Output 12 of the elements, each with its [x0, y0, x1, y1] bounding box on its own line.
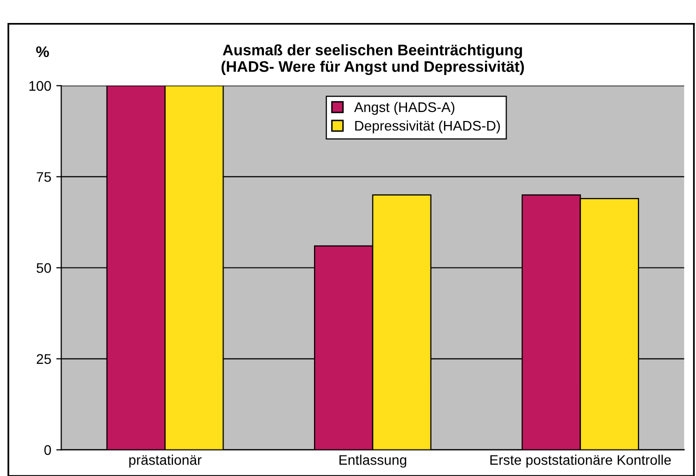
x-tick-label: Entlassung	[339, 454, 406, 468]
y-tick-label: 0	[44, 445, 51, 455]
chart-title: Ausmaß der seelischen Beeinträchtigung (HADS- Were für Angst und Depressivität)	[222, 44, 524, 76]
legend-label: Depressivität (HADS-D)	[355, 120, 500, 134]
y-tick-label: 25	[36, 354, 51, 364]
y-tick-label: 75	[36, 172, 51, 182]
y-axis-title: %	[36, 46, 49, 58]
y-tick-label: 50	[36, 263, 51, 273]
legend-label: Angst (HADS-A)	[354, 102, 454, 115]
x-tick-label: prästationär	[129, 454, 202, 468]
x-tick-label: Erste poststationäre Kontrolle	[490, 454, 671, 468]
y-tick-label: 100	[29, 81, 51, 91]
